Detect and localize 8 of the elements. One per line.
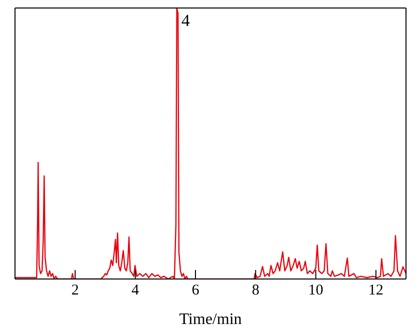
x-tick-label: 12: [368, 282, 384, 299]
x-tick-label: 2: [71, 282, 79, 299]
x-tick-label: 10: [308, 282, 324, 299]
x-tick-label: 6: [192, 282, 200, 299]
x-tick-label: 8: [252, 282, 260, 299]
x-axis-title: Time/min: [179, 311, 242, 328]
annotation: 4: [181, 11, 190, 30]
x-tick-label: 4: [132, 282, 140, 299]
